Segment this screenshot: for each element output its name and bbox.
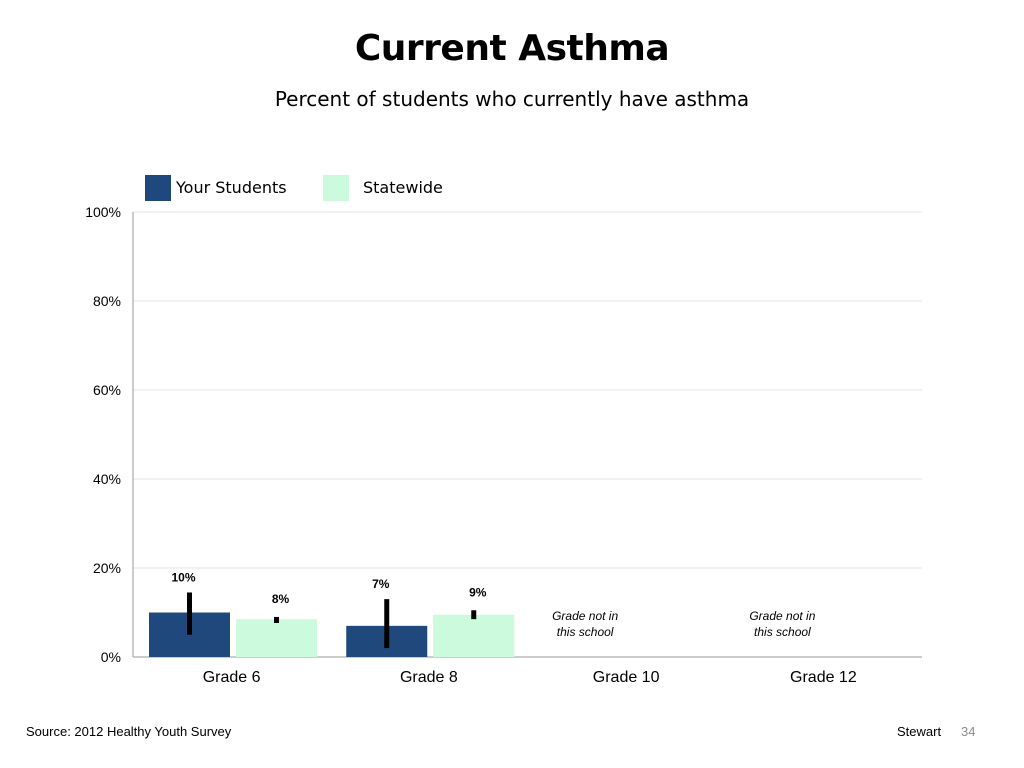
error-bar: [274, 616, 279, 623]
data-label: 9%: [469, 585, 487, 599]
y-tick-label: 60%: [93, 382, 121, 398]
annotation-text: this school: [557, 625, 614, 639]
y-tick-label: 40%: [93, 471, 121, 487]
bars: [149, 592, 515, 657]
error-bar: [187, 592, 192, 635]
data-label: 7%: [372, 577, 390, 591]
chart-subtitle: Percent of students who currently have a…: [274, 87, 750, 111]
y-tick-label: 100%: [85, 204, 121, 220]
legend-swatch-statewide: [323, 175, 349, 201]
x-tick-label: Grade 8: [400, 669, 458, 686]
school-name: Stewart: [897, 724, 942, 739]
x-tick-label: Grade 12: [790, 669, 857, 686]
data-label: 8%: [272, 592, 290, 606]
y-tick-label: 20%: [93, 560, 121, 576]
error-bar: [384, 599, 390, 649]
error-bar: [471, 610, 477, 620]
source-note: Source: 2012 Healthy Youth Survey: [26, 724, 232, 739]
x-tick-label: Grade 6: [203, 669, 261, 686]
annotation-text: Grade not in: [749, 609, 815, 623]
bar: [433, 614, 515, 657]
grid-lines: [133, 211, 922, 569]
axes: 0% 20% 40% 60% 80% 100% Grade 6 Grade 8 Grade 10…: [85, 204, 922, 686]
annotation-text: this school: [754, 625, 811, 639]
y-tick-label: 80%: [93, 293, 121, 309]
annotation-text: Grade not in: [552, 609, 618, 623]
data-labels: 10% 7% 8% 9% Grade not in this school Grade no…: [171, 570, 815, 639]
chart-title: Current Asthma: [354, 28, 670, 69]
legend-swatch-your-students: [145, 175, 171, 201]
legend-label-your-students: Your Students: [176, 178, 287, 197]
page-number: 34: [961, 724, 976, 739]
bar: [236, 619, 317, 657]
x-tick-label: Grade 10: [593, 669, 660, 686]
y-tick-label: 0%: [101, 649, 121, 665]
legend-label-statewide: Statewide: [363, 178, 443, 197]
data-label: 10%: [171, 570, 195, 584]
